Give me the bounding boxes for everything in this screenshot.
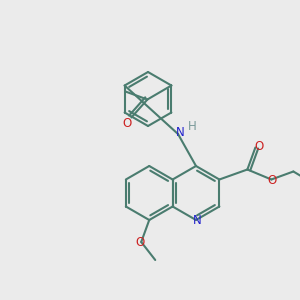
Text: H: H xyxy=(188,119,196,133)
Text: N: N xyxy=(176,127,184,140)
Text: O: O xyxy=(268,174,277,187)
Text: O: O xyxy=(123,117,132,130)
Text: O: O xyxy=(136,236,145,250)
Text: O: O xyxy=(255,140,264,153)
Text: N: N xyxy=(193,214,201,227)
